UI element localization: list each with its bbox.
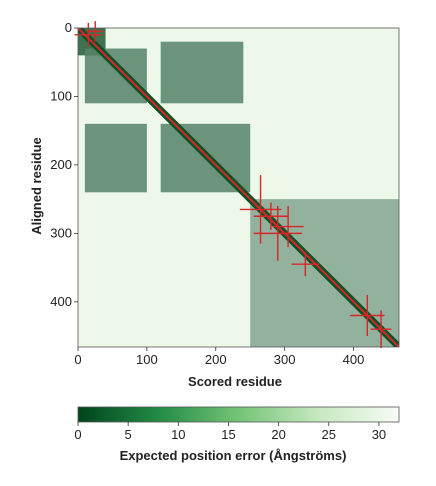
y-axis-ticks: 0 100 200 300 400 [50, 20, 78, 309]
colorbar-tick: 20 [271, 422, 286, 442]
x-tick: 100 [136, 347, 158, 367]
colorbar-tick: 25 [322, 422, 336, 442]
y-tick: 0 [65, 20, 78, 35]
y-tick: 100 [50, 88, 78, 103]
error-bar-mark [291, 252, 320, 277]
colorbar-tick: 5 [125, 422, 132, 442]
colorbar: 0 5 10 15 20 25 30 Expected position error (Ån… [74, 406, 400, 463]
x-axis-title: Scored residue [188, 374, 282, 389]
colorbar-label: Expected position error (Ångströms) [120, 448, 347, 463]
x-tick-label: 200 [205, 352, 227, 367]
colorbar-tick-label: 0 [74, 427, 81, 442]
low-error-block [84, 48, 147, 104]
error-bar-mark [350, 294, 385, 337]
colorbar-gradient [77, 406, 400, 423]
x-axis-ticks: 0 100 200 300 400 [74, 347, 364, 367]
diagonal-line [78, 28, 399, 347]
x-tick: 400 [343, 347, 365, 367]
x-tick-label: 400 [343, 352, 365, 367]
colorbar-tick: 0 [74, 422, 82, 442]
colorbar-tick: 30 [372, 422, 386, 442]
error-bar-mark [253, 202, 289, 230]
low-error-block [84, 123, 147, 193]
colorbar-tick-label: 25 [322, 427, 336, 442]
y-tick-label: 300 [50, 225, 72, 240]
y-tick-label: 200 [50, 157, 72, 172]
x-tick-label: 100 [136, 352, 158, 367]
y-tick: 400 [50, 294, 78, 309]
colorbar-ticks: 0 5 10 15 20 25 30 [74, 422, 386, 442]
y-axis-title: Aligned residue [29, 137, 44, 235]
x-tick: 0 [74, 347, 82, 367]
error-bar-mark [74, 22, 103, 47]
diagonal-line [78, 28, 399, 347]
colorbar-tick-label: 30 [372, 427, 386, 442]
colorbar-tick-label: 15 [221, 427, 235, 442]
error-bar-marks [74, 21, 392, 349]
colorbar-tick: 10 [171, 422, 186, 442]
error-bar-mark [272, 205, 304, 248]
colorbar-tick-label: 5 [125, 427, 132, 442]
y-tick: 200 [50, 157, 78, 172]
y-tick: 300 [50, 225, 78, 240]
error-bar-mark [253, 205, 302, 261]
x-tick-label: 300 [274, 352, 296, 367]
heatmap-plot-area [74, 21, 400, 349]
y-tick-label: 400 [50, 294, 72, 309]
x-tick: 200 [205, 347, 227, 367]
y-tick-label: 0 [65, 20, 72, 35]
colorbar-tick-label: 10 [171, 427, 185, 442]
x-tick: 300 [274, 347, 296, 367]
error-bar-mark [370, 310, 392, 349]
colorbar-tick: 15 [221, 422, 236, 442]
low-error-block [160, 41, 244, 104]
y-tick-label: 100 [50, 88, 72, 103]
colorbar-tick-label: 20 [271, 427, 285, 442]
error-bar-mark [86, 21, 104, 42]
heatmap-frame [77, 27, 400, 348]
error-bar-mark [239, 175, 282, 244]
x-tick-label: 0 [74, 352, 81, 367]
